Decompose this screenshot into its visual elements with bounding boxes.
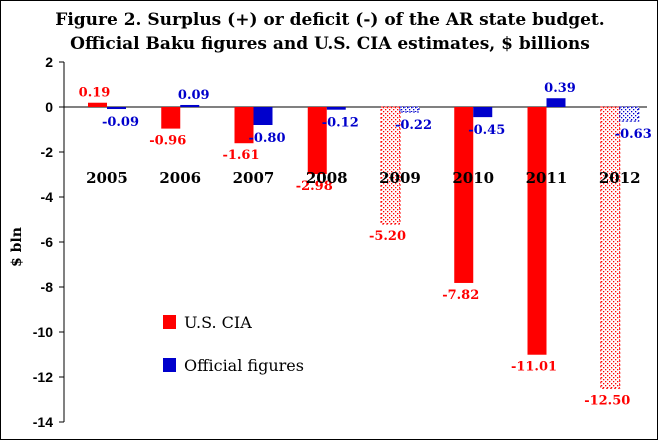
y-tick-label: -2	[41, 144, 54, 160]
bar-official-2010	[473, 107, 493, 118]
category-label-2007: 2007	[233, 169, 275, 187]
category-label-2010: 2010	[452, 169, 494, 187]
data-label-cia: -2.98	[296, 179, 333, 194]
bars	[88, 98, 640, 389]
y-tick-label: -10	[33, 324, 53, 340]
legend: U.S. CIA Official figures	[163, 313, 304, 375]
bar-cia-2012	[600, 106, 621, 389]
y-tick-label: -6	[41, 234, 54, 250]
y-axis-label: $ bln	[9, 227, 25, 267]
data-label-cia: -1.61	[222, 148, 259, 163]
category-label-2012: 2012	[599, 169, 641, 187]
bar-official-2006	[180, 104, 200, 107]
y-tick-label: 2	[45, 54, 53, 70]
data-label-official: -0.22	[395, 118, 432, 133]
category-label-2006: 2006	[159, 169, 201, 187]
data-label-official: -0.80	[248, 131, 285, 146]
y-tick-label: -4	[41, 189, 54, 205]
data-label-cia: -12.50	[584, 393, 630, 408]
bar-official-2007	[253, 107, 273, 125]
data-label-official: -0.63	[615, 127, 652, 142]
data-labels: 0.19 -0.09 -0.96 0.09 -1.61 -0.80 -2.98 -0.12 -5…	[79, 81, 652, 408]
y-tick-label: 0	[45, 99, 53, 115]
category-labels: 2005 2006 2007 2008 2009 2010 2011 2012	[86, 169, 641, 187]
data-label-cia: -0.96	[149, 134, 186, 149]
bar-cia-2006	[161, 107, 181, 129]
data-label-cia: -5.20	[369, 229, 406, 244]
y-ticks: 2 0 -2 -4 -6 -8 -10 -12 -14	[33, 54, 64, 430]
chart-title-line1: Figure 2. Surplus (+) or deficit (-) of …	[55, 10, 604, 30]
category-label-2005: 2005	[86, 169, 128, 187]
data-label-official: -0.45	[468, 123, 505, 138]
category-label-2011: 2011	[526, 169, 568, 187]
data-label-official: -0.12	[322, 116, 359, 131]
legend-label-cia: U.S. CIA	[184, 313, 252, 332]
category-label-2008: 2008	[306, 169, 348, 187]
category-label-2009: 2009	[379, 169, 421, 187]
bar-official-2012	[619, 106, 640, 122]
bar-cia-2009	[380, 106, 401, 225]
chart-title-line2: Official Baku figures and U.S. CIA estim…	[70, 34, 590, 54]
legend-swatch-cia	[163, 315, 176, 329]
bar-cia-2007	[234, 107, 254, 144]
bar-cia-2010	[454, 107, 474, 283]
legend-swatch-official	[163, 358, 176, 372]
bar-official-2008	[326, 107, 346, 110]
data-label-official: 0.39	[544, 81, 576, 96]
data-label-cia: 0.19	[79, 86, 111, 101]
data-label-cia: -7.82	[442, 288, 479, 303]
data-label-official: -0.09	[102, 115, 139, 130]
bar-cia-2011	[527, 107, 547, 355]
bar-cia-2005	[88, 102, 107, 107]
bar-official-2009	[399, 106, 420, 113]
y-tick-label: -12	[33, 369, 53, 385]
bar-cia-2008	[307, 107, 327, 175]
data-label-cia: -11.01	[511, 360, 557, 375]
data-label-official: 0.09	[178, 88, 210, 103]
bar-official-2005	[107, 107, 126, 110]
bar-official-2011	[546, 98, 566, 107]
y-tick-label: -14	[33, 414, 53, 430]
legend-label-official: Official figures	[184, 356, 304, 375]
y-tick-label: -8	[41, 279, 54, 295]
